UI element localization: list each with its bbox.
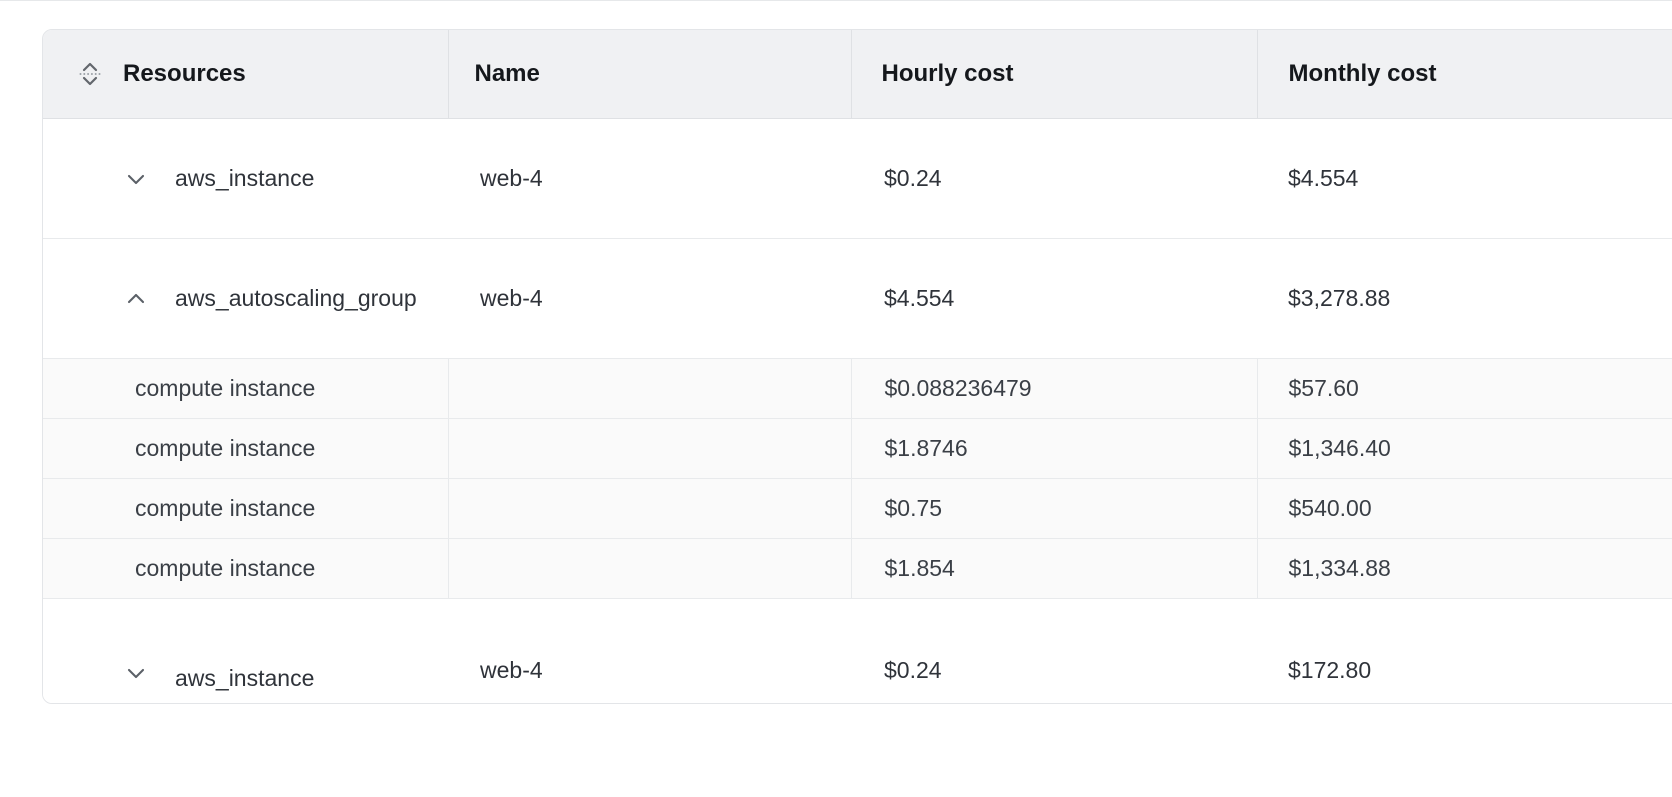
cell-hourly-cost: $4.554 [851, 238, 1257, 359]
column-header-resources[interactable]: Resources [43, 30, 448, 119]
table-row[interactable]: compute instance $0.75 $540.00 [43, 478, 1672, 539]
cell-name: web-4 [448, 118, 851, 239]
monthly-cost-value: $1,346.40 [1288, 435, 1391, 461]
table-row[interactable]: compute instance $0.088236479 $57.60 [43, 358, 1672, 419]
table-row[interactable]: compute instance $1.854 $1,334.88 [43, 538, 1672, 599]
column-header-hourly-cost[interactable]: Hourly cost [850, 30, 1257, 119]
cost-breakdown-card: Resources Name Hourly cost Monthly cost [42, 29, 1672, 704]
table-row[interactable]: aws_autoscaling_group web-4 $4.554 $3,27… [43, 238, 1672, 359]
top-divider [0, 0, 1672, 1]
monthly-cost-value: $172.80 [1288, 656, 1372, 683]
resource-name: aws_autoscaling_group [175, 285, 417, 311]
cell-resource[interactable]: aws_instance [43, 598, 448, 703]
cell-monthly-cost: $540.00 [1256, 478, 1672, 539]
monthly-cost-value: $540.00 [1288, 495, 1372, 521]
table-header: Resources Name Hourly cost Monthly cost [43, 30, 1672, 119]
cell-resource: compute instance [43, 478, 448, 539]
header-row: Resources Name Hourly cost Monthly cost [43, 30, 1672, 119]
cell-monthly-cost: $3,278.88 [1257, 238, 1672, 359]
chevron-up-icon[interactable] [123, 286, 149, 312]
hourly-cost-value: $1.854 [884, 555, 955, 581]
cell-name [447, 478, 851, 539]
cell-monthly-cost: $1,334.88 [1256, 538, 1672, 599]
column-header-resources-label: Resources [123, 60, 246, 87]
column-header-name[interactable]: Name [447, 30, 851, 119]
column-header-monthly-cost-label: Monthly cost [1288, 60, 1437, 87]
monthly-cost-value: $57.60 [1288, 375, 1359, 401]
cell-name [447, 418, 851, 479]
hourly-cost-value: $4.554 [884, 285, 955, 311]
table-row[interactable]: aws_instance web-4 $0.24 $172.80 [43, 598, 1672, 703]
name-value: web-4 [480, 285, 543, 311]
monthly-cost-value: $1,334.88 [1288, 555, 1391, 581]
resource-name: compute instance [135, 435, 316, 461]
hourly-cost-value: $0.75 [884, 495, 943, 521]
cell-name: web-4 [448, 238, 851, 359]
cell-monthly-cost: $1,346.40 [1256, 418, 1672, 479]
cell-resource[interactable]: aws_instance [43, 118, 448, 239]
column-header-monthly-cost[interactable]: Monthly cost [1256, 30, 1672, 119]
chevron-down-icon[interactable] [123, 166, 149, 192]
cell-resource: compute instance [43, 538, 448, 599]
resource-name: compute instance [135, 495, 316, 521]
cell-monthly-cost: $4.554 [1257, 118, 1672, 239]
cell-hourly-cost: $0.088236479 [850, 358, 1257, 419]
cell-hourly-cost: $1.854 [850, 538, 1257, 599]
cell-name [447, 538, 851, 599]
name-value: web-4 [480, 656, 543, 683]
resource-name: compute instance [135, 555, 316, 581]
resource-name: aws_instance [175, 165, 315, 191]
chevron-down-icon[interactable] [123, 660, 149, 686]
hourly-cost-value: $1.8746 [884, 435, 968, 461]
cell-hourly-cost: $0.24 [851, 118, 1257, 239]
cell-name: web-4 [448, 598, 851, 703]
cell-resource: compute instance [43, 358, 448, 419]
hourly-cost-value: $0.088236479 [884, 375, 1032, 401]
column-header-hourly-cost-label: Hourly cost [881, 60, 1014, 87]
cell-monthly-cost: $57.60 [1256, 358, 1672, 419]
name-value: web-4 [480, 165, 543, 191]
cell-resource: compute instance [43, 418, 448, 479]
cell-hourly-cost: $1.8746 [850, 418, 1257, 479]
cell-hourly-cost: $0.24 [851, 598, 1257, 703]
hourly-cost-value: $0.24 [884, 165, 942, 191]
resource-name: compute instance [135, 375, 316, 401]
monthly-cost-value: $3,278.88 [1288, 285, 1391, 311]
cell-resource[interactable]: aws_autoscaling_group [43, 238, 448, 359]
cost-table: Resources Name Hourly cost Monthly cost [43, 30, 1672, 703]
table-row[interactable]: aws_instance web-4 $0.24 $4.554 [43, 118, 1672, 239]
resource-name: aws_instance [175, 664, 315, 691]
cell-monthly-cost: $172.80 [1257, 598, 1672, 703]
cell-name [447, 358, 851, 419]
monthly-cost-value: $4.554 [1288, 165, 1359, 191]
expand-collapse-all-icon[interactable] [78, 61, 102, 87]
hourly-cost-value: $0.24 [884, 656, 942, 683]
column-header-name-label: Name [474, 60, 540, 87]
table-body: aws_instance web-4 $0.24 $4.554 [43, 118, 1672, 703]
cell-hourly-cost: $0.75 [850, 478, 1257, 539]
table-row[interactable]: compute instance $1.8746 $1,346.40 [43, 418, 1672, 479]
